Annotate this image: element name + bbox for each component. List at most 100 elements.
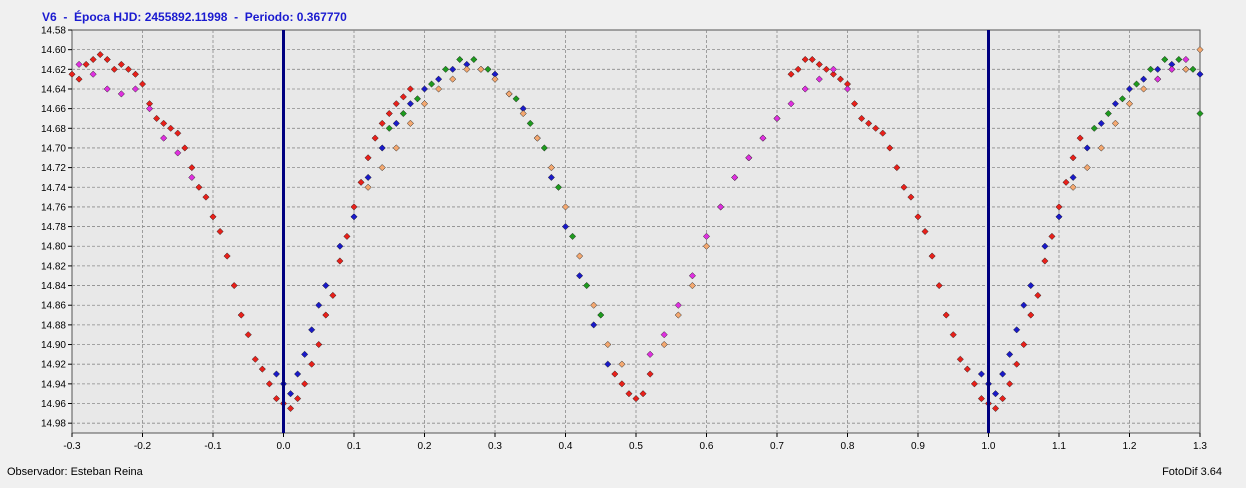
- data-point-marker: [294, 370, 302, 378]
- data-point-marker: [1189, 65, 1197, 73]
- data-point-marker: [456, 55, 464, 64]
- data-point-marker: [576, 272, 584, 280]
- data-point-marker: [554, 183, 563, 191]
- y-tick-label: 14.98: [41, 419, 66, 430]
- data-point-marker: [512, 95, 520, 103]
- data-point-marker: [322, 282, 330, 290]
- data-point-marker: [526, 119, 534, 127]
- data-point-marker: [660, 331, 668, 339]
- data-point-marker: [237, 311, 245, 319]
- data-point-marker: [547, 164, 555, 172]
- data-point-marker: [117, 90, 125, 98]
- data-point-marker: [336, 257, 344, 265]
- x-tick-label: 0.6: [700, 441, 714, 452]
- y-tick-label: 14.74: [41, 183, 66, 194]
- data-point-marker: [1118, 95, 1127, 103]
- data-point-marker: [717, 203, 725, 211]
- data-point-marker: [865, 119, 873, 127]
- data-point-marker: [886, 144, 894, 152]
- chart-title: V6 - Época HJD: 2455892.11998 - Periodo:…: [42, 10, 347, 24]
- data-point-marker: [956, 355, 964, 363]
- data-point-marker: [632, 395, 640, 403]
- data-point-marker: [1125, 100, 1134, 108]
- data-point-marker: [759, 134, 767, 142]
- data-point-marker: [131, 70, 140, 78]
- data-point-marker: [921, 227, 929, 236]
- data-point-marker: [1006, 380, 1014, 388]
- data-point-marker: [540, 144, 548, 152]
- data-point-marker: [392, 119, 400, 127]
- data-point-marker: [646, 350, 654, 358]
- data-point-marker: [1125, 85, 1134, 93]
- data-point-marker: [787, 70, 795, 78]
- data-point-marker: [435, 75, 443, 83]
- data-point-marker: [1083, 164, 1091, 172]
- data-point-marker: [963, 365, 971, 373]
- data-point-marker: [815, 60, 823, 68]
- data-point-marker: [977, 370, 986, 378]
- y-tick-label: 14.82: [41, 261, 66, 272]
- data-point-marker: [449, 65, 457, 73]
- data-point-marker: [413, 95, 422, 103]
- data-point-marker: [1020, 340, 1028, 349]
- data-point-marker: [470, 55, 478, 64]
- y-tick-label: 14.94: [41, 379, 66, 390]
- data-point-marker: [1111, 100, 1119, 108]
- epoch-lines: [282, 30, 990, 433]
- x-tick-label: 0.9: [911, 441, 925, 452]
- data-point-marker: [364, 154, 372, 162]
- data-point-marker: [286, 404, 295, 412]
- data-point-marker: [174, 129, 182, 137]
- data-point-marker: [406, 119, 414, 127]
- x-tick-label: -0.3: [63, 441, 81, 452]
- data-point-marker: [942, 311, 950, 319]
- data-point-marker: [1069, 154, 1077, 162]
- data-point-marker: [484, 65, 492, 73]
- data-point-marker: [1140, 85, 1148, 93]
- data-point-marker: [1013, 360, 1021, 368]
- data-point-marker: [1154, 65, 1162, 73]
- data-point-marker: [272, 395, 281, 403]
- data-point-marker: [1048, 232, 1056, 240]
- data-point-marker: [477, 65, 485, 73]
- data-point-marker: [1182, 55, 1190, 64]
- data-point-marker: [731, 173, 739, 181]
- data-point-marker: [89, 55, 97, 64]
- x-tick-label: 0.3: [488, 441, 502, 452]
- data-point-marker: [357, 178, 365, 186]
- data-point-marker: [505, 90, 513, 98]
- data-point-marker: [251, 355, 259, 363]
- y-tick-label: 14.88: [41, 320, 66, 331]
- data-point-marker: [829, 65, 837, 73]
- data-point-marker: [378, 119, 386, 127]
- data-point-marker: [625, 390, 633, 398]
- y-axis-ticks: 14.58 14.60 14.62 14.64 14.66 14.68 14.70 14.72…: [41, 26, 72, 430]
- data-point-marker: [1161, 55, 1169, 64]
- data-point-marker: [822, 65, 830, 73]
- x-tick-label: -0.1: [204, 441, 222, 452]
- data-point-marker: [301, 350, 309, 358]
- data-point-marker: [399, 109, 407, 118]
- y-tick-label: 14.70: [41, 143, 66, 154]
- data-point-marker: [392, 100, 400, 108]
- data-point-marker: [1055, 203, 1063, 211]
- data-point-marker: [1041, 257, 1049, 265]
- data-point-marker: [604, 360, 612, 368]
- data-point-marker: [674, 301, 682, 309]
- data-point-marker: [195, 183, 203, 191]
- data-point-marker: [801, 55, 809, 64]
- data-point-marker: [103, 85, 111, 93]
- data-point-marker: [350, 213, 358, 221]
- data-point-marker: [1041, 242, 1049, 250]
- data-point-marker: [491, 75, 499, 83]
- x-tick-label: 1.2: [1123, 441, 1137, 452]
- data-point-marker: [138, 80, 147, 88]
- data-point-marker: [702, 242, 711, 250]
- data-point-marker: [977, 395, 986, 403]
- data-point-marker: [1196, 46, 1204, 54]
- x-tick-label: -0.2: [134, 441, 152, 452]
- y-tick-label: 14.84: [41, 281, 66, 292]
- data-point-marker: [117, 60, 125, 68]
- data-point-marker: [1069, 183, 1077, 191]
